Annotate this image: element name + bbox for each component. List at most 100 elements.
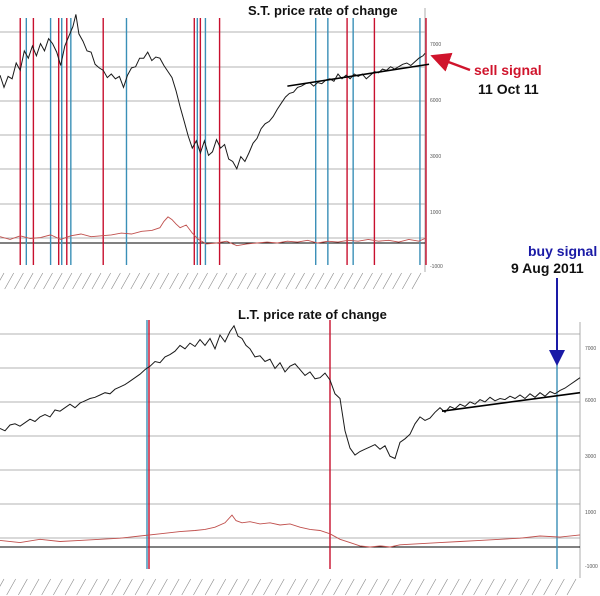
axis-tick-label: 1000 — [585, 510, 596, 516]
date-tick-mark — [0, 272, 5, 281]
date-tick-mark — [14, 272, 24, 290]
roc-series-line — [0, 514, 581, 548]
date-tick-mark — [99, 578, 110, 596]
axis-tick-label: 7000 — [585, 346, 596, 352]
date-tick-mark — [391, 578, 402, 596]
date-tick-mark — [309, 578, 320, 596]
date-tick-mark — [64, 578, 75, 596]
date-tick-mark — [101, 272, 111, 290]
date-tick-mark — [334, 272, 344, 290]
date-tick-mark — [321, 578, 332, 596]
date-tick-mark — [286, 578, 297, 596]
date-tick-mark — [18, 578, 28, 596]
date-tick-mark — [295, 272, 305, 290]
date-tick-mark — [4, 272, 14, 290]
date-tick-mark — [368, 578, 378, 596]
annotation-arrows — [430, 52, 565, 366]
date-tick-mark — [169, 578, 180, 596]
axis-tick-label: 3000 — [430, 154, 441, 160]
date-tick-mark — [382, 272, 393, 290]
date-tick-mark — [120, 272, 131, 290]
date-tick-mark — [543, 578, 553, 596]
date-tick-mark — [237, 272, 247, 290]
date-tick-mark — [372, 272, 383, 290]
date-tick-mark — [178, 272, 189, 290]
date-tick-mark — [403, 578, 413, 596]
date-tick-mark — [43, 272, 53, 290]
date-tick-mark — [91, 272, 102, 290]
date-tick-mark — [140, 272, 150, 290]
axis-tick-label: 6000 — [430, 98, 441, 104]
date-tick-mark — [33, 272, 44, 290]
date-tick-mark — [52, 272, 63, 290]
date-tick-mark — [0, 578, 5, 587]
date-tick-mark — [343, 272, 354, 290]
st-chart-title: S.T. price rate of change — [248, 3, 398, 18]
date-tick-mark — [29, 578, 40, 596]
buy-signal-label: buy signal — [528, 243, 598, 259]
date-tick-mark — [251, 578, 262, 596]
date-tick-mark — [414, 578, 425, 596]
date-tick-mark — [363, 272, 373, 290]
axis-tick-label: 7000 — [430, 42, 441, 48]
date-tick-mark — [485, 578, 495, 596]
date-tick-mark — [285, 272, 296, 290]
date-tick-mark — [305, 272, 315, 290]
axis-tick-label: 1000 — [430, 210, 441, 216]
date-tick-mark — [392, 272, 402, 290]
date-tick-mark — [402, 272, 412, 290]
date-tick-mark — [23, 272, 34, 290]
date-tick-mark — [298, 578, 308, 596]
date-tick-mark — [411, 272, 422, 290]
date-tick-mark — [356, 578, 367, 596]
axis-tick-label: -1000 — [585, 564, 598, 570]
date-tick-mark — [256, 272, 267, 290]
date-tick-mark — [266, 272, 276, 290]
axis-tick-label: -1000 — [430, 264, 443, 270]
date-tick-mark — [149, 272, 160, 290]
date-tick-mark — [344, 578, 355, 596]
lt-chart: 7000 6000 3000 1000 -1000 — [0, 320, 598, 596]
date-tick-mark — [314, 272, 325, 290]
date-tick-mark — [520, 578, 530, 596]
date-tick-mark — [450, 578, 460, 596]
date-tick-mark — [169, 272, 179, 290]
date-tick-mark — [123, 578, 133, 596]
date-tick-mark — [193, 578, 203, 596]
date-tick-mark — [239, 578, 250, 596]
date-tick-mark — [158, 578, 168, 596]
date-tick-mark — [228, 578, 238, 596]
date-tick-mark — [324, 272, 334, 290]
date-tick-mark — [217, 272, 228, 290]
date-tick-mark — [82, 272, 92, 290]
date-tick-mark — [274, 578, 285, 596]
date-tick-mark — [216, 578, 227, 596]
date-tick-mark — [461, 578, 472, 596]
date-tick-mark — [263, 578, 273, 596]
date-tick-mark — [555, 578, 565, 596]
date-tick-mark — [379, 578, 390, 596]
date-tick-mark — [134, 578, 145, 596]
trendline — [441, 391, 581, 412]
date-tick-mark — [531, 578, 542, 596]
date-tick-mark — [41, 578, 51, 596]
date-tick-mark — [62, 272, 73, 290]
date-tick-mark — [496, 578, 507, 596]
date-tick-mark — [246, 272, 257, 290]
date-tick-mark — [438, 578, 448, 596]
price-series-line — [0, 324, 581, 460]
date-tick-mark — [566, 578, 577, 596]
date-tick-mark — [53, 578, 63, 596]
date-tick-mark — [227, 272, 238, 290]
date-tick-mark — [204, 578, 215, 596]
date-tick-mark — [146, 578, 157, 596]
date-tick-mark — [72, 272, 82, 290]
axis-tick-label: 3000 — [585, 454, 596, 460]
st-chart: 7000 6000 3000 1000 -1000 — [0, 8, 443, 290]
date-tick-mark — [130, 272, 141, 290]
date-tick-mark — [275, 272, 286, 290]
date-tick-mark — [76, 578, 86, 596]
sell-signal-arrow — [430, 52, 471, 72]
trendline — [287, 63, 430, 87]
